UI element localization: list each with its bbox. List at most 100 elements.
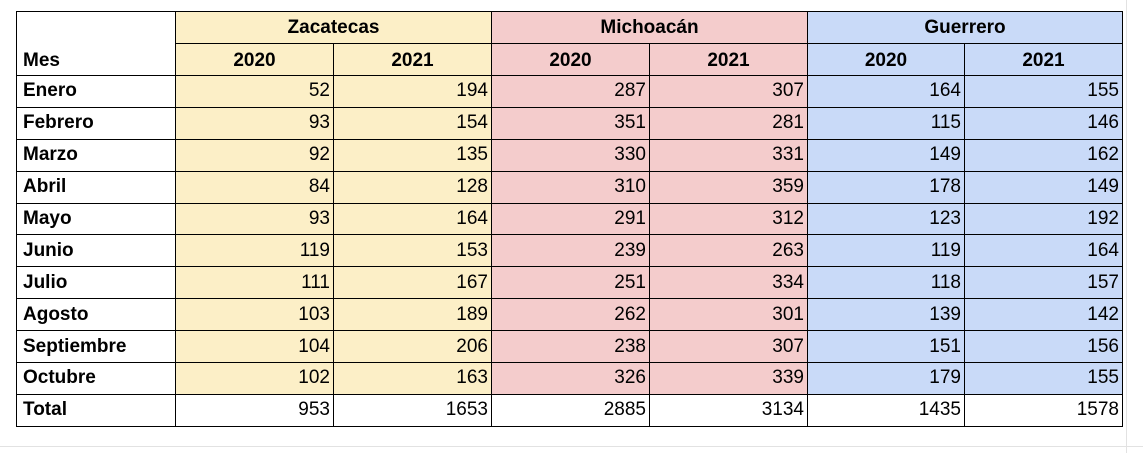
total-value-cell[interactable]: 2885 <box>491 393 650 427</box>
value-cell[interactable]: 162 <box>964 138 1123 172</box>
value-cell[interactable]: 103 <box>175 298 334 332</box>
value-cell[interactable]: 149 <box>807 138 965 172</box>
value-cell[interactable]: 115 <box>807 106 965 140</box>
value-cell[interactable]: 149 <box>964 170 1123 204</box>
total-label[interactable]: Total <box>16 393 176 427</box>
year-header[interactable]: 2020 <box>807 43 965 76</box>
value-cell[interactable]: 192 <box>964 202 1123 236</box>
value-cell[interactable]: 167 <box>333 266 492 300</box>
value-cell[interactable]: 104 <box>175 330 334 364</box>
table-row: Abril 84 128 310 359 178 149 <box>16 170 1123 204</box>
value-cell[interactable]: 111 <box>175 266 334 300</box>
total-value-cell[interactable]: 1435 <box>807 393 965 427</box>
value-cell[interactable]: 92 <box>175 138 334 172</box>
month-cell[interactable]: Abril <box>16 170 176 204</box>
gridline-horizontal <box>0 446 1143 447</box>
month-cell[interactable]: Septiembre <box>16 330 176 364</box>
value-cell[interactable]: 307 <box>649 75 808 108</box>
value-cell[interactable]: 128 <box>333 170 492 204</box>
table-row: Septiembre 104 206 238 307 151 156 <box>16 330 1123 364</box>
month-cell[interactable]: Enero <box>16 75 176 108</box>
value-cell[interactable]: 206 <box>333 330 492 364</box>
value-cell[interactable]: 135 <box>333 138 492 172</box>
value-cell[interactable]: 119 <box>807 234 965 268</box>
value-cell[interactable]: 84 <box>175 170 334 204</box>
value-cell[interactable]: 154 <box>333 106 492 140</box>
year-header[interactable]: 2020 <box>491 43 650 76</box>
month-cell[interactable]: Agosto <box>16 298 176 332</box>
value-cell[interactable]: 312 <box>649 202 808 236</box>
value-cell[interactable]: 52 <box>175 75 334 108</box>
value-cell[interactable]: 339 <box>649 362 808 395</box>
total-value-cell[interactable]: 953 <box>175 393 334 427</box>
value-cell[interactable]: 287 <box>491 75 650 108</box>
year-header[interactable]: 2021 <box>333 43 492 76</box>
value-cell[interactable]: 142 <box>964 298 1123 332</box>
value-cell[interactable]: 164 <box>333 202 492 236</box>
value-cell[interactable]: 102 <box>175 362 334 395</box>
value-cell[interactable]: 301 <box>649 298 808 332</box>
month-cell[interactable]: Octubre <box>16 362 176 395</box>
total-row: Total 953 1653 2885 3134 1435 1578 <box>16 393 1123 427</box>
value-cell[interactable]: 179 <box>807 362 965 395</box>
corner-cell[interactable] <box>16 11 176 44</box>
total-value-cell[interactable]: 1578 <box>964 393 1123 427</box>
table-row: Julio 111 167 251 334 118 157 <box>16 266 1123 300</box>
value-cell[interactable]: 194 <box>333 75 492 108</box>
year-header[interactable]: 2021 <box>649 43 808 76</box>
month-cell[interactable]: Febrero <box>16 106 176 140</box>
table-row: Enero 52 194 287 307 164 155 <box>16 75 1123 108</box>
value-cell[interactable]: 118 <box>807 266 965 300</box>
total-value-cell[interactable]: 3134 <box>649 393 808 427</box>
value-cell[interactable]: 281 <box>649 106 808 140</box>
table-row: Junio 119 153 239 263 119 164 <box>16 234 1123 268</box>
value-cell[interactable]: 164 <box>964 234 1123 268</box>
value-cell[interactable]: 156 <box>964 330 1123 364</box>
table-row: Febrero 93 154 351 281 115 146 <box>16 106 1123 140</box>
value-cell[interactable]: 331 <box>649 138 808 172</box>
mes-header[interactable]: Mes <box>16 43 176 76</box>
region-header-guerrero[interactable]: Guerrero <box>807 11 1123 44</box>
value-cell[interactable]: 153 <box>333 234 492 268</box>
value-cell[interactable]: 119 <box>175 234 334 268</box>
total-value-cell[interactable]: 1653 <box>333 393 492 427</box>
value-cell[interactable]: 262 <box>491 298 650 332</box>
value-cell[interactable]: 334 <box>649 266 808 300</box>
value-cell[interactable]: 163 <box>333 362 492 395</box>
month-cell[interactable]: Junio <box>16 234 176 268</box>
value-cell[interactable]: 238 <box>491 330 650 364</box>
month-cell[interactable]: Marzo <box>16 138 176 172</box>
value-cell[interactable]: 351 <box>491 106 650 140</box>
region-header-michoacan[interactable]: Michoacán <box>491 11 808 44</box>
value-cell[interactable]: 157 <box>964 266 1123 300</box>
month-cell[interactable]: Mayo <box>16 202 176 236</box>
value-cell[interactable]: 307 <box>649 330 808 364</box>
month-cell[interactable]: Julio <box>16 266 176 300</box>
value-cell[interactable]: 139 <box>807 298 965 332</box>
year-header[interactable]: 2021 <box>964 43 1123 76</box>
value-cell[interactable]: 189 <box>333 298 492 332</box>
value-cell[interactable]: 251 <box>491 266 650 300</box>
value-cell[interactable]: 164 <box>807 75 965 108</box>
value-cell[interactable]: 155 <box>964 362 1123 395</box>
value-cell[interactable]: 146 <box>964 106 1123 140</box>
value-cell[interactable]: 330 <box>491 138 650 172</box>
value-cell[interactable]: 291 <box>491 202 650 236</box>
value-cell[interactable]: 326 <box>491 362 650 395</box>
value-cell[interactable]: 263 <box>649 234 808 268</box>
value-cell[interactable]: 310 <box>491 170 650 204</box>
year-header[interactable]: 2020 <box>175 43 334 76</box>
value-cell[interactable]: 359 <box>649 170 808 204</box>
region-header-zacatecas[interactable]: Zacatecas <box>175 11 492 44</box>
table-row: Agosto 103 189 262 301 139 142 <box>16 298 1123 332</box>
value-cell[interactable]: 155 <box>964 75 1123 108</box>
value-cell[interactable]: 93 <box>175 106 334 140</box>
value-cell[interactable]: 151 <box>807 330 965 364</box>
table-row: Octubre 102 163 326 339 179 155 <box>16 362 1123 395</box>
value-cell[interactable]: 123 <box>807 202 965 236</box>
value-cell[interactable]: 93 <box>175 202 334 236</box>
value-cell[interactable]: 178 <box>807 170 965 204</box>
value-cell[interactable]: 239 <box>491 234 650 268</box>
table-row: Mayo 93 164 291 312 123 192 <box>16 202 1123 236</box>
